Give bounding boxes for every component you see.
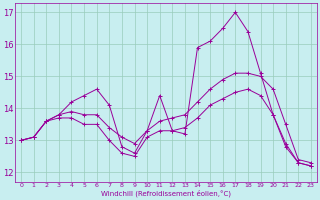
X-axis label: Windchill (Refroidissement éolien,°C): Windchill (Refroidissement éolien,°C) bbox=[101, 190, 231, 197]
